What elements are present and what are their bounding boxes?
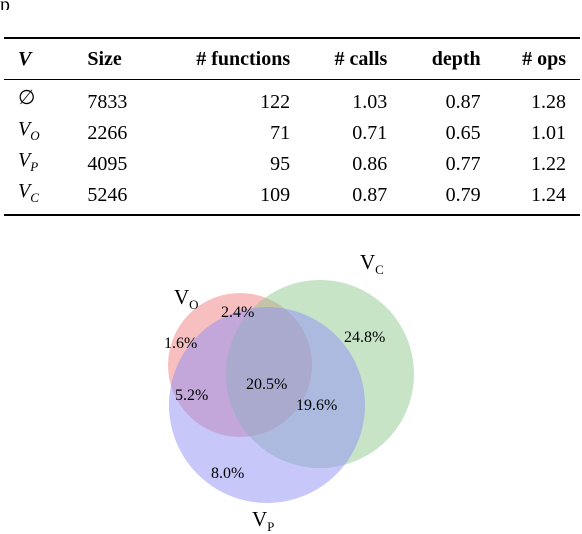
venn-region-o-c: 2.4% <box>221 304 254 321</box>
table-row: ∅ 7833 122 1.03 0.87 1.28 <box>4 80 580 118</box>
row-label-sub: P <box>30 159 39 174</box>
venn-region-p-c: 19.6% <box>296 397 337 414</box>
table-header-row: V Size # functions # calls depth # ops <box>4 38 580 80</box>
cell-functions: 109 <box>260 183 291 206</box>
header-depth: depth <box>431 47 481 70</box>
row-label-main: V <box>18 149 31 171</box>
cell-ops: 1.24 <box>531 183 566 206</box>
table-row: VO 2266 71 0.71 0.65 1.01 <box>4 117 580 148</box>
cell-ops: 1.22 <box>531 152 566 175</box>
header-size: Size <box>87 47 122 70</box>
row-label: ∅ <box>4 80 87 118</box>
header-ops: # ops <box>522 47 566 70</box>
cell-size: 2266 <box>87 121 128 144</box>
row-label-main: V <box>18 118 31 140</box>
cell-calls: 0.71 <box>352 121 388 144</box>
venn-set-label-p: VP <box>252 507 274 534</box>
venn-region-all: 20.5% <box>246 376 287 393</box>
cell-depth: 0.65 <box>445 121 481 144</box>
row-label-main: ∅ <box>18 87 36 109</box>
cell-size: 4095 <box>87 152 128 175</box>
cell-ops: 1.28 <box>531 90 566 113</box>
row-label-sub: C <box>30 190 39 205</box>
cell-size: 5246 <box>87 183 128 206</box>
cell-depth: 0.77 <box>445 152 481 175</box>
cell-calls: 1.03 <box>352 90 388 113</box>
venn-region-p: 8.0% <box>211 465 244 482</box>
cell-functions: 95 <box>270 152 291 175</box>
row-label: VO <box>4 117 87 148</box>
header-v: V <box>18 47 32 70</box>
results-table: V Size # functions # calls depth # ops ∅… <box>4 37 580 216</box>
venn-set-label-c: VC <box>360 250 384 277</box>
row-label-main: V <box>18 180 31 202</box>
header-calls: # calls <box>334 47 388 70</box>
header-functions: # functions <box>196 47 291 70</box>
venn-region-o-p: 5.2% <box>175 387 208 404</box>
cell-functions: 71 <box>270 121 291 144</box>
cell-depth: 0.79 <box>445 183 481 206</box>
venn-region-o: 1.6% <box>164 335 197 352</box>
cell-ops: 1.01 <box>531 121 566 144</box>
row-label: VP <box>4 148 87 179</box>
cell-calls: 0.86 <box>352 152 388 175</box>
row-label: VC <box>4 179 87 215</box>
cell-depth: 0.87 <box>445 90 481 113</box>
cell-functions: 122 <box>260 90 291 113</box>
cell-size: 7833 <box>87 90 128 113</box>
stray-text-fragment: p <box>0 0 10 10</box>
table-row: VP 4095 95 0.86 0.77 1.22 <box>4 148 580 179</box>
row-label-sub: O <box>30 128 40 143</box>
table-row: VC 5246 109 0.87 0.79 1.24 <box>4 179 580 215</box>
venn-set-label-o: VO <box>174 285 199 312</box>
venn-region-c: 24.8% <box>344 329 385 346</box>
venn-circle-p <box>169 307 365 503</box>
cell-calls: 0.87 <box>352 183 388 206</box>
